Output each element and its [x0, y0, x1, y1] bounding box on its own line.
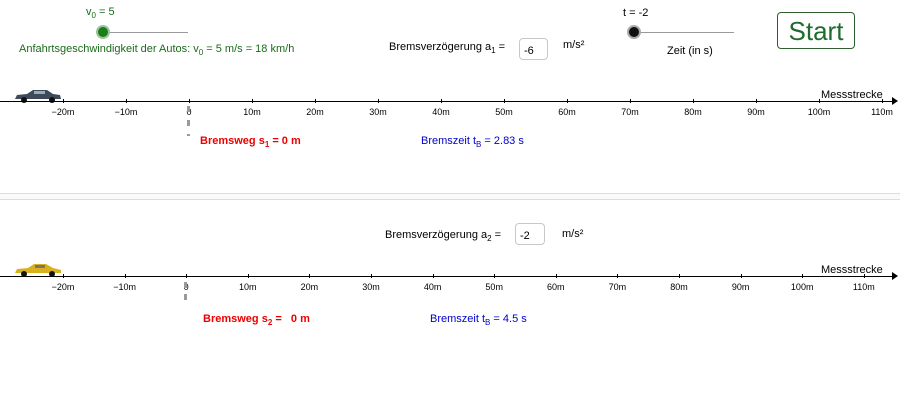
- t-slider-knob[interactable]: [627, 25, 641, 39]
- axis-tick-label: 110m: [852, 282, 875, 292]
- start-marker-1: [187, 106, 190, 136]
- axis-tick-label: −10m: [114, 107, 138, 117]
- section-divider: [0, 193, 900, 200]
- axis-tick-label: 40m: [432, 107, 450, 117]
- axis-tick: [309, 274, 311, 278]
- axis-tick: [432, 274, 434, 278]
- axis-tick: [186, 274, 188, 278]
- axis-tick: [189, 99, 190, 103]
- axis-tick-label: 100m: [807, 107, 831, 117]
- axis-tick-label: 90m: [731, 282, 750, 292]
- axis-tick-label: 10m: [243, 107, 261, 117]
- axis-1-title: Messstrecke: [821, 89, 883, 101]
- axis-tick: [315, 99, 316, 103]
- axis-tick: [802, 274, 804, 278]
- axis-tick: [441, 99, 442, 103]
- axis-tick: [371, 274, 372, 278]
- brake-distance-1: Bremsweg s1 = 0 m: [200, 135, 301, 150]
- axis-tick: [555, 274, 557, 278]
- decel-2-input[interactable]: [515, 223, 545, 245]
- axis-tick: [494, 274, 496, 278]
- axis-tick-label: 70m: [608, 282, 627, 292]
- brake-time-2: Bremszeit tB = 4.5 s: [430, 313, 527, 328]
- axis-tick-label: 60m: [547, 282, 565, 292]
- axis-tick: [247, 274, 249, 278]
- axis-tick-label: 80m: [670, 282, 688, 292]
- axis-tick-label: 60m: [558, 107, 576, 117]
- axis-tick-label: −10m: [113, 282, 136, 292]
- axis-tick: [863, 274, 865, 278]
- axis-tick: [63, 99, 64, 103]
- start-marker-2: [184, 282, 187, 306]
- axis-tick: [630, 99, 631, 103]
- speed-readout: Anfahrtsgeschwindigkeit der Autos: v0 = …: [19, 43, 295, 58]
- axis-tick-label: 30m: [362, 282, 380, 292]
- axis-2-title: Messstrecke: [821, 264, 883, 276]
- axis-tick: [756, 99, 757, 103]
- axis-2-arrow: [892, 272, 898, 280]
- v0-slider-label: v0 = 5: [86, 6, 115, 21]
- axis-tick: [819, 99, 820, 103]
- axis-tick-label: −20m: [51, 282, 75, 292]
- axis-tick-label: 10m: [239, 282, 257, 292]
- axis-tick: [567, 99, 568, 103]
- v0-slider-knob[interactable]: [96, 25, 110, 39]
- axis-tick-label: 20m: [300, 282, 319, 292]
- brake-distance-2: Bremsweg s2 = 0 m: [203, 313, 310, 328]
- axis-tick-label: 20m: [306, 107, 324, 117]
- axis-tick: [882, 99, 883, 103]
- decel-2-unit: m/s²: [562, 228, 584, 240]
- axis-tick: [124, 274, 126, 278]
- axis-tick: [679, 274, 680, 278]
- axis-tick-label: 30m: [369, 107, 387, 117]
- axis-tick-label: 40m: [423, 282, 442, 292]
- axis-tick: [378, 99, 379, 103]
- axis-tick-label: 80m: [684, 107, 702, 117]
- v0-slider-track[interactable]: [98, 32, 188, 33]
- brake-time-1: Bremszeit tB = 2.83 s: [421, 135, 524, 150]
- axis-tick: [740, 274, 742, 278]
- decel-1-input[interactable]: [519, 38, 548, 60]
- axis-tick-label: 90m: [747, 107, 765, 117]
- sports-car-icon: [13, 262, 63, 282]
- axis-1-arrow: [892, 97, 898, 105]
- axis-2-line: [0, 276, 893, 277]
- axis-tick: [252, 99, 253, 103]
- axis-tick: [126, 99, 127, 103]
- axis-tick: [504, 99, 505, 103]
- axis-tick: [693, 99, 694, 103]
- axis-1-line: [0, 101, 893, 102]
- axis-tick-label: 50m: [495, 107, 513, 117]
- start-button[interactable]: Start: [777, 12, 855, 49]
- decel-2-label: Bremsverzögerung a2 =: [385, 229, 502, 244]
- axis-tick-label: −20m: [51, 107, 75, 117]
- t-slider-label: t = -2: [623, 7, 649, 19]
- t-slider-caption: Zeit (in s): [667, 45, 713, 57]
- axis-tick-label: 110m: [871, 107, 893, 117]
- t-slider-track[interactable]: [634, 32, 734, 33]
- sedan-car-icon: [13, 89, 63, 109]
- axis-tick: [63, 274, 64, 278]
- decel-1-unit: m/s²: [563, 39, 585, 51]
- axis-tick-label: 50m: [485, 282, 503, 292]
- axis-tick: [617, 274, 619, 278]
- decel-1-label: Bremsverzögerung a1 =: [389, 41, 506, 56]
- axis-tick-label: 70m: [621, 107, 639, 117]
- axis-tick-label: 100m: [790, 282, 814, 292]
